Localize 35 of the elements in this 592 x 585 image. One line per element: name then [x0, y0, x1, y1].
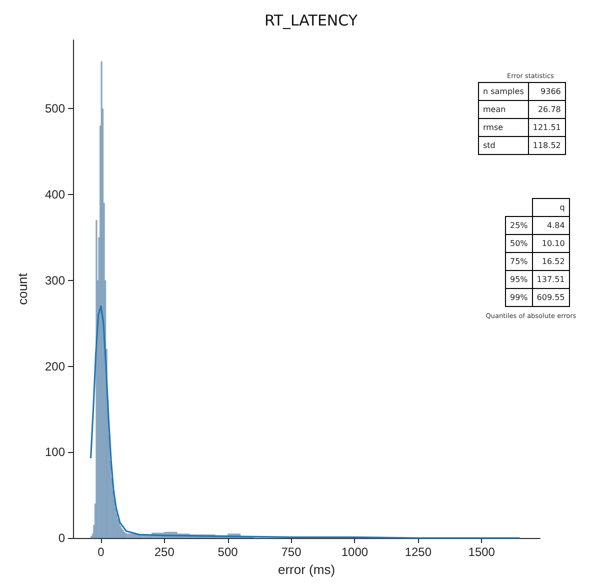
annotation: rmse	[478, 118, 528, 136]
text: 9366	[540, 87, 561, 96]
annotation: 137.51	[532, 270, 570, 288]
x-tick-label: 250	[154, 545, 175, 559]
y-tick-label: 500	[44, 102, 66, 116]
y-tick-label: 0	[58, 531, 66, 545]
y-tick-label: 300	[44, 273, 66, 288]
x-axis-title: error (ms)	[278, 562, 336, 577]
annotation: 26.78	[528, 100, 566, 118]
annotation: 609.55	[532, 288, 570, 306]
annotation: n samples	[478, 82, 528, 100]
annotation: 118.52	[528, 136, 566, 154]
annotation: 50%	[506, 234, 532, 252]
y-tick-label: 100	[44, 445, 66, 460]
text: q	[560, 203, 565, 212]
annotation: std	[478, 136, 528, 154]
y-tick-label: 400	[44, 188, 66, 202]
x-tick-label: 1500	[468, 545, 496, 559]
x-tick-label: 0	[98, 545, 105, 559]
annotation: 95%	[506, 270, 532, 288]
annotation: mean	[478, 100, 528, 118]
y-tick-label: 200	[44, 359, 66, 374]
annotation: 99%	[506, 288, 532, 306]
text: 16.52	[542, 257, 565, 266]
x-tick-label: 750	[281, 545, 302, 559]
x-tick-label: 1000	[341, 545, 368, 559]
x-tick-label: 500	[218, 545, 238, 559]
annotation: 121.51	[528, 118, 566, 136]
annotation: 75%	[506, 252, 532, 270]
x-tick-label: 1250	[404, 545, 432, 559]
annotation: 25%	[506, 216, 532, 234]
chart-title: RT_LATENCY	[264, 12, 358, 30]
y-axis-title: count	[15, 272, 30, 305]
text: 4.84	[546, 221, 565, 230]
text: 10.10	[542, 239, 565, 248]
